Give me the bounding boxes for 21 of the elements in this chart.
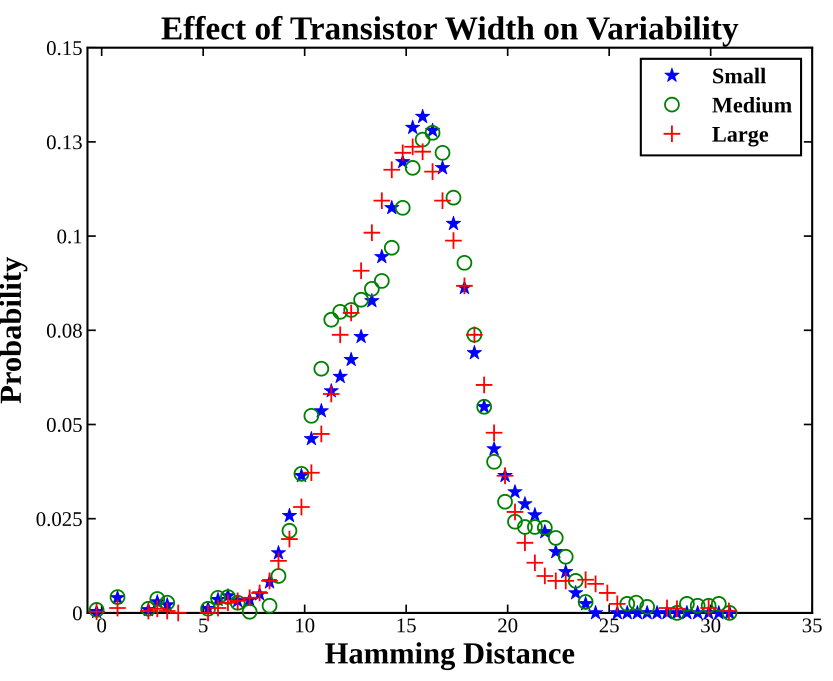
legend-label: Small bbox=[713, 68, 766, 84]
y-tick-label: 0.05 bbox=[46, 418, 82, 432]
x-axis-title: Hamming Distance bbox=[325, 642, 574, 670]
x-tick-label: 15 bbox=[398, 618, 416, 632]
x-tick-label: 20 bbox=[498, 618, 518, 632]
y-tick-label: 0.15 bbox=[46, 41, 82, 56]
legend-label: Large bbox=[712, 127, 768, 146]
y-axis-title: Probability bbox=[0, 257, 28, 404]
y-tick-label: 0 bbox=[72, 606, 82, 620]
x-tick-label: 35 bbox=[802, 618, 822, 632]
x-tick-label: 30 bbox=[701, 618, 720, 632]
x-tick-label: 5 bbox=[199, 618, 208, 632]
y-tick-label: 0.025 bbox=[36, 512, 82, 526]
y-tick-label: 0.08 bbox=[46, 324, 82, 338]
x-tick-label: 0 bbox=[97, 618, 106, 632]
x-tick-label: 25 bbox=[600, 618, 619, 632]
y-tick-label: 0.13 bbox=[46, 135, 82, 150]
legend-label: Medium bbox=[712, 96, 792, 113]
x-tick-label: 10 bbox=[296, 618, 314, 632]
y-tick-label: 0.1 bbox=[57, 229, 82, 244]
chart-title: Effect of Transistor Width on Variability bbox=[162, 16, 738, 47]
